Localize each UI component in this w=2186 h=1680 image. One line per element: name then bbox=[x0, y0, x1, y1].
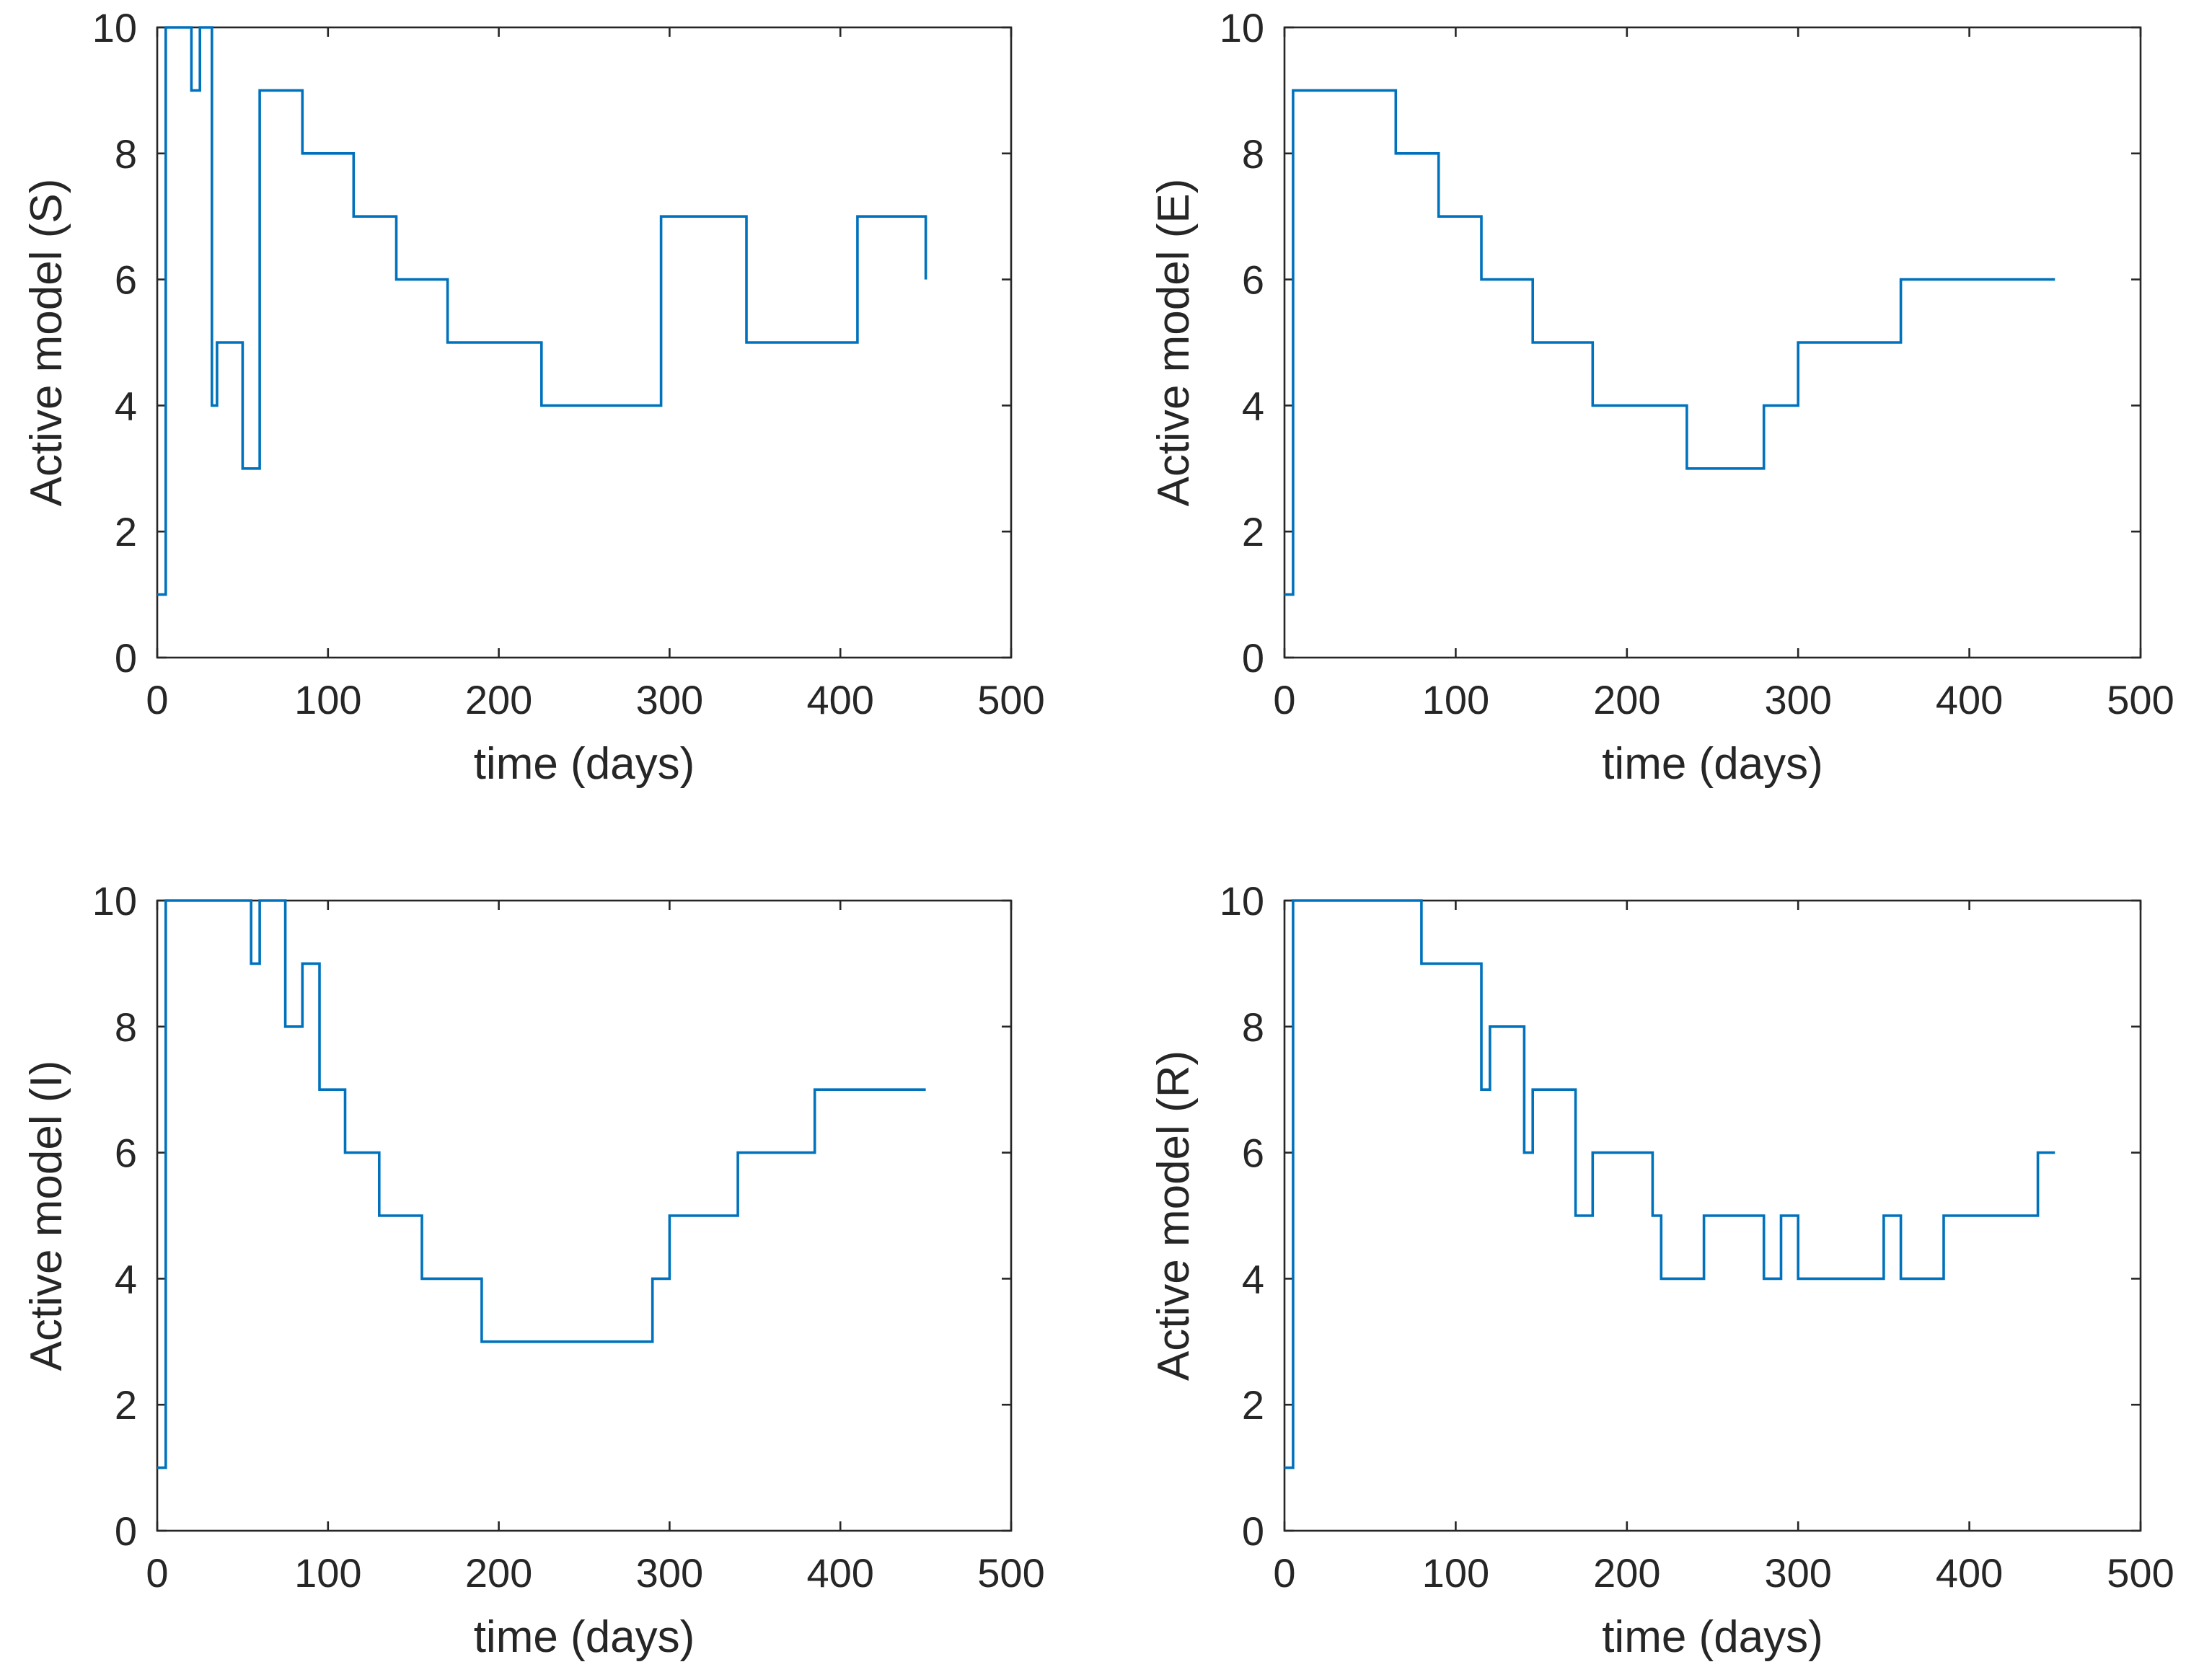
series-line-s bbox=[157, 26, 927, 596]
y-tick-label: 10 bbox=[1220, 5, 1264, 50]
x-tick-label: 300 bbox=[1764, 1550, 1831, 1596]
y-tick-label: 8 bbox=[1242, 1004, 1264, 1050]
chart-panel-i: 0 100 200 300 400 500 0 2 4 6 8 10 time (days) Active… bbox=[22, 878, 1045, 1662]
axes-box bbox=[156, 899, 1013, 1532]
x-tick-label: 100 bbox=[1422, 677, 1489, 722]
y-tick-label: 10 bbox=[92, 5, 137, 50]
axes-box bbox=[1283, 26, 2142, 659]
x-tick-label: 300 bbox=[636, 677, 703, 722]
x-tick-label: 500 bbox=[2107, 677, 2174, 722]
y-tick-label: 8 bbox=[115, 1004, 137, 1050]
chart-panel-r: 0 100 200 300 400 500 0 2 4 6 8 10 time (days) Active… bbox=[1149, 878, 2174, 1662]
series-line-r bbox=[1284, 899, 2055, 1469]
y-tick-label: 4 bbox=[115, 1256, 137, 1301]
axes-box bbox=[1283, 899, 2142, 1532]
x-tick-label: 200 bbox=[465, 677, 532, 722]
y-tick-label: 4 bbox=[1242, 383, 1264, 428]
x-tick-label: 100 bbox=[294, 1550, 361, 1596]
x-tick-label: 400 bbox=[1936, 677, 2003, 722]
y-tick-label: 2 bbox=[115, 509, 137, 554]
x-tick-label: 200 bbox=[1593, 1550, 1660, 1596]
y-tick-label: 0 bbox=[115, 635, 137, 681]
chart-panel-s: 0 100 200 300 400 500 0 2 4 6 8 10 time (days) Active… bbox=[22, 5, 1045, 789]
x-tick-label: 100 bbox=[1422, 1550, 1489, 1596]
x-tick-label: 400 bbox=[806, 1550, 873, 1596]
x-tick-label: 0 bbox=[1273, 677, 1295, 722]
x-axis-label: time (days) bbox=[474, 739, 695, 789]
y-axis-label: Active model (S) bbox=[22, 179, 71, 507]
x-axis-label: time (days) bbox=[1602, 1612, 1823, 1662]
y-tick-label: 4 bbox=[115, 383, 137, 428]
x-tick-label: 0 bbox=[146, 677, 168, 722]
axes-box bbox=[156, 26, 1013, 659]
y-tick-label: 2 bbox=[1242, 1382, 1264, 1428]
x-tick-label: 300 bbox=[636, 1550, 703, 1596]
x-tick-label: 400 bbox=[1936, 1550, 2003, 1596]
y-axis-label: Active model (I) bbox=[22, 1061, 71, 1371]
y-tick-label: 2 bbox=[1242, 509, 1264, 554]
x-tick-label: 200 bbox=[465, 1550, 532, 1596]
x-axis-label: time (days) bbox=[1602, 739, 1823, 789]
y-tick-label: 0 bbox=[1242, 1508, 1264, 1554]
y-tick-label: 10 bbox=[1220, 878, 1264, 924]
x-axis-label: time (days) bbox=[474, 1612, 695, 1662]
y-axis-label: Active model (R) bbox=[1149, 1051, 1199, 1381]
y-tick-label: 4 bbox=[1242, 1256, 1264, 1301]
chart-panel-e: 0 100 200 300 400 500 0 2 4 6 8 10 time (days) Active… bbox=[1149, 5, 2174, 789]
y-tick-label: 6 bbox=[115, 1131, 137, 1176]
y-tick-label: 6 bbox=[1242, 257, 1264, 303]
y-tick-label: 0 bbox=[115, 1508, 137, 1554]
y-tick-label: 8 bbox=[115, 131, 137, 177]
y-tick-label: 8 bbox=[1242, 131, 1264, 177]
x-tick-label: 100 bbox=[294, 677, 361, 722]
x-tick-label: 0 bbox=[146, 1550, 168, 1596]
x-tick-label: 500 bbox=[977, 1550, 1044, 1596]
x-tick-label: 0 bbox=[1273, 1550, 1295, 1596]
y-tick-label: 2 bbox=[115, 1382, 137, 1428]
x-tick-label: 200 bbox=[1593, 677, 1660, 722]
series-line-i bbox=[157, 899, 926, 1469]
y-axis-label: Active model (E) bbox=[1149, 179, 1199, 507]
x-tick-label: 400 bbox=[806, 677, 873, 722]
y-tick-label: 10 bbox=[92, 878, 137, 924]
x-tick-label: 500 bbox=[977, 677, 1044, 722]
y-tick-label: 0 bbox=[1242, 635, 1264, 681]
x-tick-label: 300 bbox=[1764, 677, 1831, 722]
y-tick-label: 6 bbox=[1242, 1131, 1264, 1176]
x-tick-label: 500 bbox=[2107, 1550, 2174, 1596]
series-line-e bbox=[1284, 89, 2055, 596]
y-tick-label: 6 bbox=[115, 257, 137, 303]
